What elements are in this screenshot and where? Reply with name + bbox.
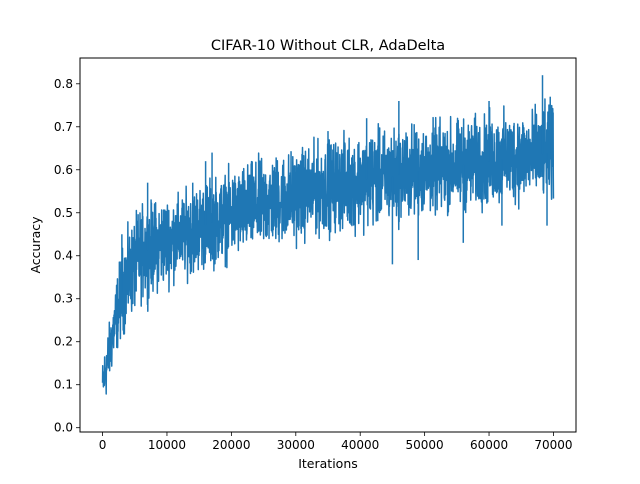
x-ticks: 0 10000 20000 30000 40000 50000 60000 70000 [99, 432, 573, 452]
y-axis-label: Accuracy [28, 216, 43, 274]
plot-area [101, 75, 555, 395]
y-tick-label: 0.0 [54, 421, 73, 435]
y-ticks: 0.0 0.1 0.2 0.3 0.4 0.5 0.6 0.7 0.8 [54, 77, 80, 435]
y-tick-label: 0.5 [54, 206, 73, 220]
series-layer [101, 75, 555, 395]
y-tick-label: 0.3 [54, 292, 73, 306]
series-line [101, 98, 555, 395]
y-tick-label: 0.4 [54, 249, 73, 263]
x-tick-label: 50000 [406, 438, 444, 452]
axes-frame [79, 57, 577, 433]
chart-title: CIFAR-10 Without CLR, AdaDelta [211, 38, 445, 54]
y-tick-label: 0.2 [54, 335, 73, 349]
x-tick-label: 10000 [148, 438, 186, 452]
x-tick-label: 30000 [277, 438, 315, 452]
x-tick-label: 20000 [212, 438, 250, 452]
x-tick-label: 40000 [341, 438, 379, 452]
y-tick-label: 0.8 [54, 77, 73, 91]
x-tick-label: 0 [99, 438, 107, 452]
y-tick-label: 0.7 [54, 120, 73, 134]
x-tick-label: 60000 [470, 438, 508, 452]
x-axis-label: Iterations [298, 456, 358, 471]
y-tick-label: 0.6 [54, 163, 73, 177]
y-tick-label: 0.1 [54, 378, 73, 392]
x-tick-label: 70000 [534, 438, 572, 452]
